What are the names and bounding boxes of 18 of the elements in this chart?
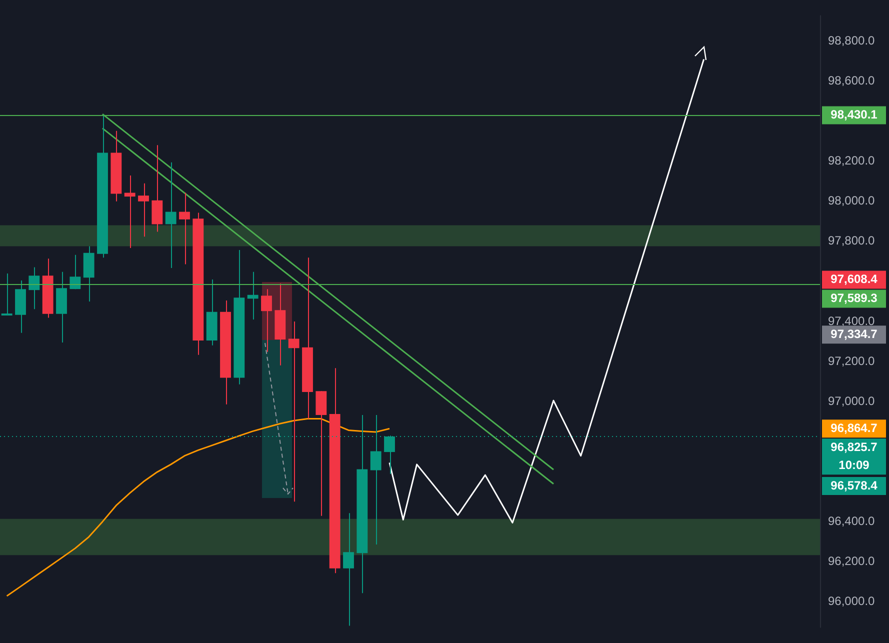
ref-line-label: 97,589.3 — [830, 291, 878, 306]
y-tick-label: 96,400.0 — [828, 514, 876, 528]
y-tick-label: 97,000.0 — [828, 394, 876, 408]
ref-line-label: 98,430.1 — [830, 108, 878, 122]
y-tick-label: 98,600.0 — [828, 74, 876, 88]
text: 96,578.4 — [830, 478, 878, 492]
y-tick-label: 97,800.0 — [828, 234, 876, 248]
y-tick-label: 98,000.0 — [828, 194, 876, 208]
text: 97,334.7 — [830, 326, 878, 341]
text: 96,864.7 — [830, 420, 878, 435]
y-tick-label: 97,400.0 — [828, 314, 876, 328]
text: 97,608.4 — [830, 272, 878, 286]
y-tick-label: 98,200.0 — [828, 154, 876, 168]
y-tick-label: 98,800.0 — [828, 34, 876, 48]
y-tick-label: 96,000.0 — [828, 594, 876, 608]
ref-line-label: 96,825.7 10:09 — [830, 440, 878, 472]
y-tick-label: 97,200.0 — [828, 354, 876, 368]
y-tick-label: 96,200.0 — [828, 554, 876, 568]
